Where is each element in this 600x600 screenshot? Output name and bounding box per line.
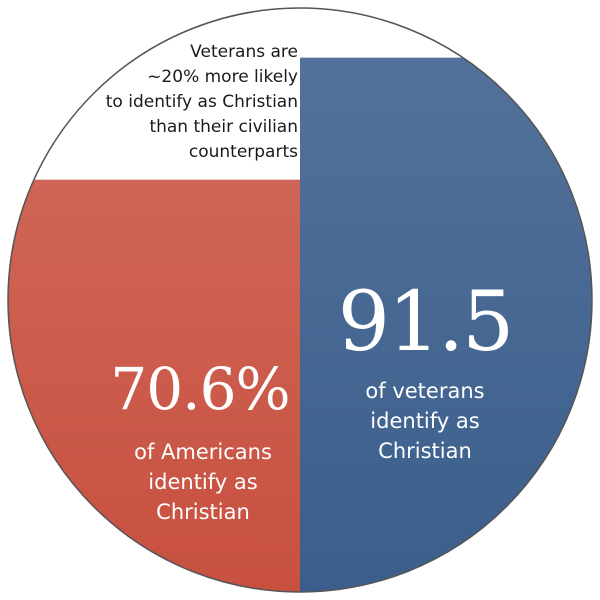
callout-line: counterparts xyxy=(188,142,298,162)
caption-line: Christian xyxy=(156,500,250,524)
fill-group xyxy=(8,57,592,592)
caption-line: identify as xyxy=(370,409,480,433)
circle-outline xyxy=(7,7,593,593)
caption-line: of Americans xyxy=(134,440,272,464)
callout-line: Veterans are xyxy=(190,42,298,62)
americans-caption: of Americans identify as Christian xyxy=(118,437,288,527)
veterans-percentage: 91.5 xyxy=(337,275,515,370)
callout-line: to identify as Christian xyxy=(105,92,298,112)
caption-line: of veterans xyxy=(365,379,485,403)
caption-line: identify as xyxy=(148,470,258,494)
callout-line: than their civilian xyxy=(149,117,298,137)
callout-text: Veterans are ~20% more likely to identif… xyxy=(38,40,298,165)
callout-line: ~20% more likely xyxy=(147,67,298,87)
caption-line: Christian xyxy=(378,439,472,463)
veterans-caption: of veterans identify as Christian xyxy=(345,376,505,466)
americans-percentage: 70.6% xyxy=(110,355,290,423)
